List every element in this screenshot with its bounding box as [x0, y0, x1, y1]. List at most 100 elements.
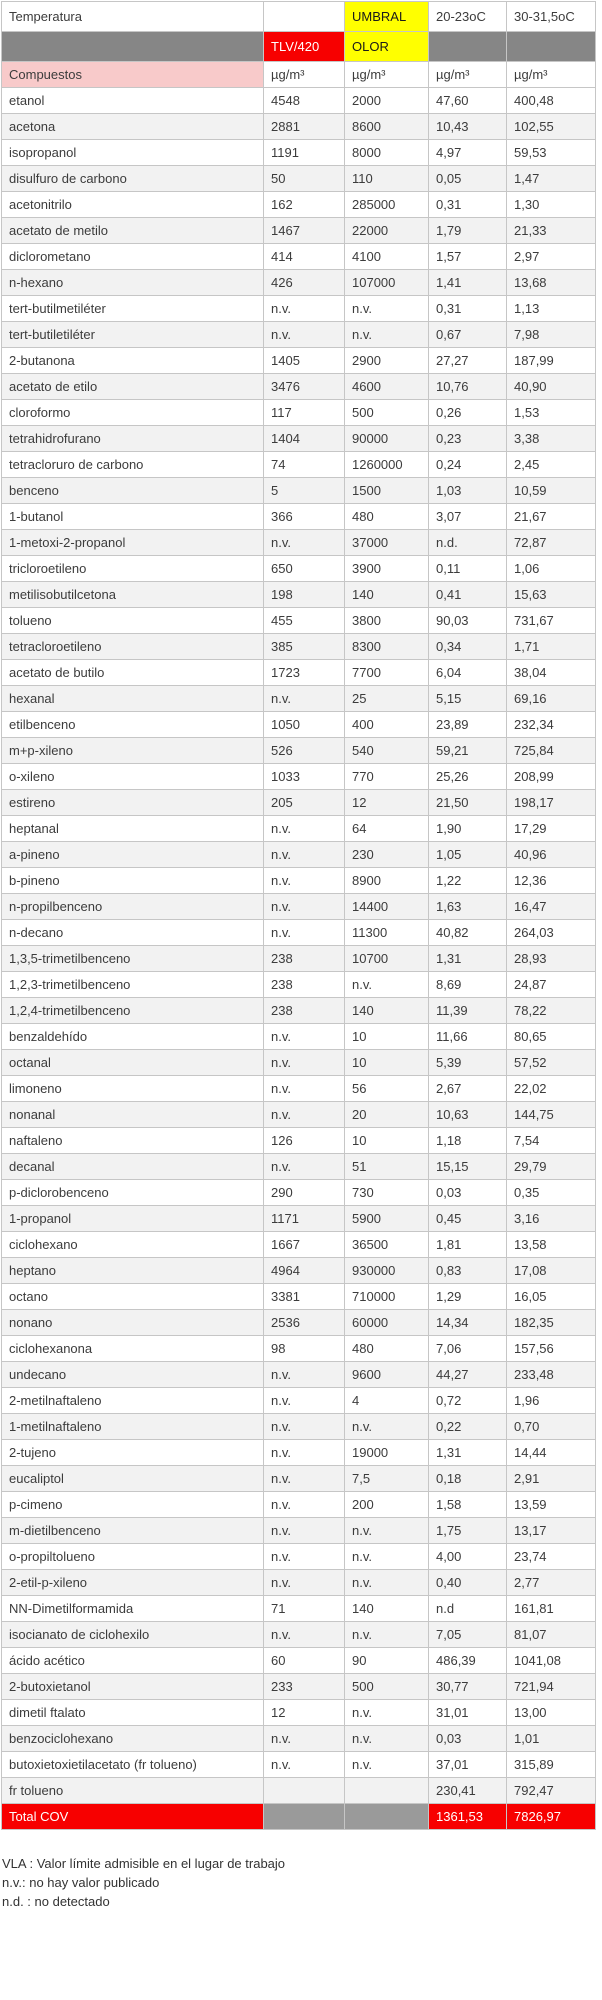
value-30-31-cell: 1,06 — [506, 555, 596, 582]
table-row: 1-butanol 366 480 3,07 21,67 — [1, 503, 596, 530]
compound-name-cell: 1,2,3-trimetilbenceno — [1, 971, 264, 998]
tlv-value-cell: 12 — [263, 1699, 345, 1726]
olor-value-cell: 20 — [344, 1101, 429, 1128]
value-30-31-cell: 721,94 — [506, 1673, 596, 1700]
tlv-value-cell: 3476 — [263, 373, 345, 400]
olor-value-cell: 140 — [344, 997, 429, 1024]
value-20-23-cell: 1,75 — [428, 1517, 507, 1544]
table-row: eucaliptol n.v. 7,5 0,18 2,91 — [1, 1465, 596, 1492]
tlv-value-cell: n.v. — [263, 1543, 345, 1570]
value-30-31-cell: 22,02 — [506, 1075, 596, 1102]
value-30-31-cell: 38,04 — [506, 659, 596, 686]
tlv-value-cell: 1404 — [263, 425, 345, 452]
olor-value-cell — [344, 1777, 429, 1804]
value-30-31-cell: 40,90 — [506, 373, 596, 400]
compound-name-cell: heptano — [1, 1257, 264, 1284]
value-20-23-cell: 0,72 — [428, 1387, 507, 1414]
compound-name-cell: acetonitrilo — [1, 191, 264, 218]
compound-name-cell: benzaldehído — [1, 1023, 264, 1050]
value-30-31-cell: 233,48 — [506, 1361, 596, 1388]
table-row: acetonitrilo 162 285000 0,31 1,30 — [1, 191, 596, 218]
olor-value-cell: 730 — [344, 1179, 429, 1206]
compound-name-cell: heptanal — [1, 815, 264, 842]
value-30-31-cell: 2,77 — [506, 1569, 596, 1596]
tlv-value-cell: 4964 — [263, 1257, 345, 1284]
table-row: hexanal n.v. 25 5,15 69,16 — [1, 685, 596, 712]
tlv-value-cell: 1191 — [263, 139, 345, 166]
table-row: 1-metilnaftaleno n.v. n.v. 0,22 0,70 — [1, 1413, 596, 1440]
tlv-value-cell: 526 — [263, 737, 345, 764]
table-row: etanol 4548 2000 47,60 400,48 — [1, 87, 596, 114]
table-row: ciclohexano 1667 36500 1,81 13,58 — [1, 1231, 596, 1258]
olor-value-cell: 2000 — [344, 87, 429, 114]
table-row: 2-butoxietanol 233 500 30,77 721,94 — [1, 1673, 596, 1700]
value-20-23-cell: 10,63 — [428, 1101, 507, 1128]
value-30-31-cell: 208,99 — [506, 763, 596, 790]
compound-name-cell: undecano — [1, 1361, 264, 1388]
compound-rows: etanol 4548 2000 47,60 400,48 acetona 2881 8600… — [1, 87, 596, 1804]
tlv-value-cell: 1405 — [263, 347, 345, 374]
compound-name-cell: benceno — [1, 477, 264, 504]
tlv-value-cell: n.v. — [263, 1023, 345, 1050]
olor-value-cell: 19000 — [344, 1439, 429, 1466]
olor-value-cell: n.v. — [344, 1725, 429, 1752]
table-row: p-cimeno n.v. 200 1,58 13,59 — [1, 1491, 596, 1518]
value-20-23-cell: 1,29 — [428, 1283, 507, 1310]
tlv-value-cell: n.v. — [263, 841, 345, 868]
table-row: tolueno 455 3800 90,03 731,67 — [1, 607, 596, 634]
tlv-value-cell: 414 — [263, 243, 345, 270]
table-row: heptano 4964 930000 0,83 17,08 — [1, 1257, 596, 1284]
value-20-23-cell: 1,90 — [428, 815, 507, 842]
tlv-value-cell: 366 — [263, 503, 345, 530]
temp-range-high-header-cell: 30-31,5oC — [506, 1, 596, 32]
table-row: benzaldehído n.v. 10 11,66 80,65 — [1, 1023, 596, 1050]
value-20-23-cell: 10,76 — [428, 373, 507, 400]
olor-value-cell: 7,5 — [344, 1465, 429, 1492]
compound-name-cell: n-decano — [1, 919, 264, 946]
olor-value-cell: 2900 — [344, 347, 429, 374]
olor-value-cell: 9600 — [344, 1361, 429, 1388]
value-30-31-cell: 2,91 — [506, 1465, 596, 1492]
tlv-value-cell: 74 — [263, 451, 345, 478]
value-20-23-cell: 0,23 — [428, 425, 507, 452]
tlv-value-cell: 238 — [263, 945, 345, 972]
tlv-value-cell: n.v. — [263, 1491, 345, 1518]
compound-name-cell: naftaleno — [1, 1127, 264, 1154]
olor-value-cell: n.v. — [344, 1413, 429, 1440]
compound-name-cell: 2-etil-p-xileno — [1, 1569, 264, 1596]
value-20-23-cell: 0,40 — [428, 1569, 507, 1596]
value-20-23-cell: 0,67 — [428, 321, 507, 348]
olor-value-cell: 710000 — [344, 1283, 429, 1310]
compound-name-cell: hexanal — [1, 685, 264, 712]
compound-name-cell: nonano — [1, 1309, 264, 1336]
value-20-23-cell: 1,58 — [428, 1491, 507, 1518]
value-20-23-cell: 14,34 — [428, 1309, 507, 1336]
value-20-23-cell: 0,03 — [428, 1725, 507, 1752]
olor-value-cell: 90000 — [344, 425, 429, 452]
compound-name-cell: 1-metoxi-2-propanol — [1, 529, 264, 556]
tlv-header-cell: TLV/420 — [263, 31, 345, 62]
tlv-value-cell: n.v. — [263, 1413, 345, 1440]
value-30-31-cell: 1,13 — [506, 295, 596, 322]
header-row-temperatura: Temperatura UMBRAL 20-23oC 30-31,5oC — [1, 1, 596, 32]
value-20-23-cell: 30,77 — [428, 1673, 507, 1700]
table-row: 1-metoxi-2-propanol n.v. 37000 n.d. 72,87 — [1, 529, 596, 556]
tlv-value-cell: n.v. — [263, 1075, 345, 1102]
value-20-23-cell: 1,57 — [428, 243, 507, 270]
temp-range-low-header-cell: 20-23oC — [428, 1, 507, 32]
compound-name-cell: m+p-xileno — [1, 737, 264, 764]
olor-value-cell: 60000 — [344, 1309, 429, 1336]
olor-value-cell: 22000 — [344, 217, 429, 244]
table-row: tert-butiletiléter n.v. n.v. 0,67 7,98 — [1, 321, 596, 348]
value-30-31-cell: 7,98 — [506, 321, 596, 348]
olor-value-cell: 10 — [344, 1127, 429, 1154]
compound-name-cell: tolueno — [1, 607, 264, 634]
compound-name-cell: tert-butiletiléter — [1, 321, 264, 348]
compound-name-cell: NN-Dimetilformamida — [1, 1595, 264, 1622]
value-30-31-cell: 731,67 — [506, 607, 596, 634]
table-row: ácido acético 60 90 486,39 1041,08 — [1, 1647, 596, 1674]
value-20-23-cell: 0,34 — [428, 633, 507, 660]
value-20-23-cell: 0,31 — [428, 191, 507, 218]
value-30-31-cell: 792,47 — [506, 1777, 596, 1804]
voc-concentration-table: Temperatura UMBRAL 20-23oC 30-31,5oC TLV… — [1, 1, 596, 1830]
